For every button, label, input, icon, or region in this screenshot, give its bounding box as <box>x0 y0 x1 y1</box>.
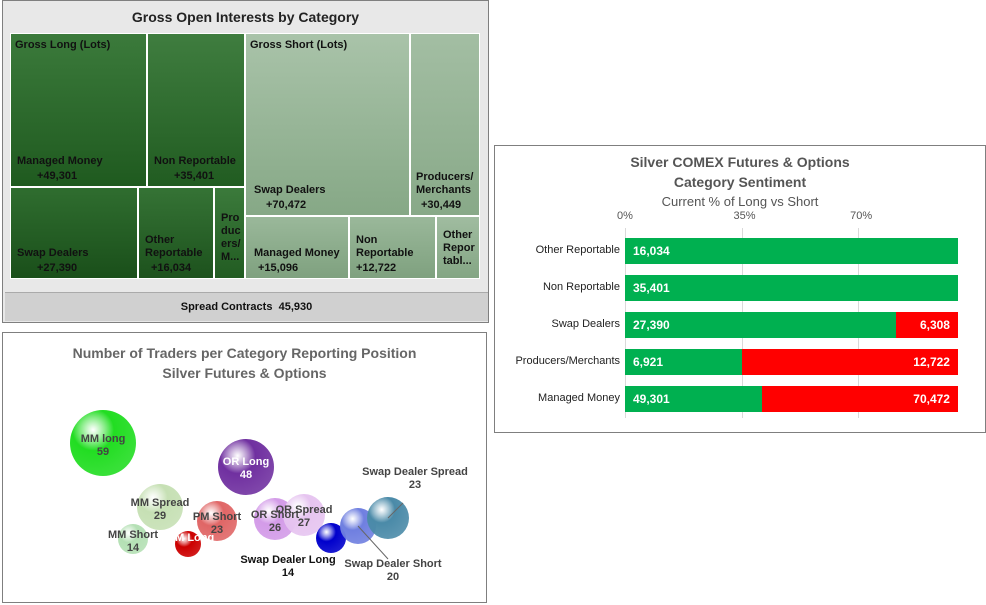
sentiment-chart-subtitle: Category Sentiment <box>673 174 807 190</box>
bubble-mm-spread <box>137 484 183 530</box>
tile-value: +35,401 <box>174 170 215 182</box>
tile-value: +16,034 <box>151 262 192 274</box>
bubble-label: MM Short <box>108 529 158 541</box>
bubble-mm-long <box>70 410 136 476</box>
spread-label: Spread Contracts <box>180 301 273 313</box>
tile-short-swap-dealers: Swap Dealers +70,472 <box>245 33 410 216</box>
x-tick-label: 35% <box>733 210 756 222</box>
bubble-label: Swap Dealer Short <box>344 558 442 570</box>
category-label: Swap Dealers <box>551 318 620 330</box>
bar-long: 16,034 <box>625 238 958 264</box>
long-group-label: Gross Long (Lots) <box>15 39 111 51</box>
tile-label: Swap Dealers <box>254 184 326 196</box>
sentiment-axis-label: Current % of Long vs Short <box>661 194 819 209</box>
bubble-mm-short <box>118 524 148 554</box>
bubble-value: 29 <box>154 510 166 522</box>
bar-short: 12,722 <box>742 349 958 375</box>
x-tick-label: 70% <box>850 210 873 222</box>
bubble-value: 14 <box>127 542 140 554</box>
tile-value: +15,096 <box>258 262 299 274</box>
bar-long: 27,390 <box>625 312 896 338</box>
bubble-label: PM Short <box>193 511 242 523</box>
spread-contracts-bar: Spread Contracts 45,930 <box>5 292 488 321</box>
x-tick-label: 0% <box>617 210 633 222</box>
tile-value: +49,301 <box>37 170 78 182</box>
tile-label: Pro duc ers/ M... <box>221 212 241 263</box>
spread-value: 45,930 <box>278 301 313 313</box>
tile-short-producers-merchants: Producers/ Merchants +30,449 <box>410 33 480 216</box>
bubble-value: 59 <box>97 446 109 458</box>
tile-long-other-reportable: Other Reportable +16,034 <box>138 187 214 279</box>
tile-long-managed-money: Managed Money +49,301 <box>10 33 147 187</box>
tile-value: +12,722 <box>356 262 397 274</box>
bubble-value: 20 <box>387 571 399 583</box>
tile-value: +70,472 <box>266 199 307 211</box>
tile-long-swap-dealers: Swap Dealers +27,390 <box>10 187 138 279</box>
tile-short-non-reportable: Non Reportable +12,722 <box>349 216 436 279</box>
bar-short: 70,472 <box>762 386 958 412</box>
bubble-value: 23 <box>211 524 223 536</box>
category-label: Other Reportable <box>535 244 620 256</box>
sentiment-chart-panel: Silver COMEX Futures & Options Category … <box>494 145 986 433</box>
tile-label: Other Reportable <box>145 234 203 259</box>
bubble-label: MM long <box>81 433 126 445</box>
bubble-value: 27 <box>298 517 310 529</box>
treemap-panel: Gross Open Interests by Category Managed… <box>2 0 489 323</box>
bar-long: 35,401 <box>625 275 958 301</box>
bubble-label: OR Spread <box>276 504 333 516</box>
tile-value: +27,390 <box>37 262 78 274</box>
tile-label: Non Reportable <box>356 234 414 259</box>
bubble-or-long <box>218 439 274 495</box>
bubble-label: PM Long <box>168 532 214 544</box>
treemap-title: Gross Open Interests by Category <box>131 9 360 25</box>
category-label: Managed Money <box>538 392 620 404</box>
bubble-label: Swap Dealer Long <box>240 554 335 566</box>
tile-short-managed-money: Managed Money +15,096 <box>245 216 349 279</box>
short-group-label: Gross Short (Lots) <box>250 39 348 51</box>
leader-line <box>387 502 404 519</box>
traders-bubble-panel: Number of Traders per Category Reporting… <box>2 332 487 603</box>
bubble-value: 26 <box>269 522 281 534</box>
tile-label: Managed Money <box>17 155 103 167</box>
bubble-value: 23 <box>409 479 421 491</box>
bar-long: 49,301 <box>625 386 763 412</box>
bubble-swap-dealer-long <box>316 523 346 553</box>
tile-label: Non Reportable <box>154 155 236 167</box>
tile-label: Producers/ Merchants <box>416 171 474 196</box>
tile-long-producers-merchants: Pro duc ers/ M... <box>214 187 245 279</box>
bubble-chart-subtitle: Silver Futures & Options <box>162 365 327 381</box>
bar-short: 6,308 <box>895 312 958 338</box>
category-label: Producers/Merchants <box>515 355 620 367</box>
bubble-or-spread <box>283 494 325 536</box>
bubble-value: 48 <box>240 469 252 481</box>
bubble-label: Swap Dealer Spread <box>362 466 468 478</box>
category-label: Non Reportable <box>542 281 620 293</box>
bubble-label: MM Spread <box>131 497 190 509</box>
tile-label: Swap Dealers <box>17 247 89 259</box>
tile-label: Other Repor tabl... <box>443 229 475 267</box>
tile-label: Managed Money <box>254 247 340 259</box>
tile-long-non-reportable: Non Reportable +35,401 <box>147 33 245 187</box>
bubble-label: OR Long <box>223 456 269 468</box>
bubble-chart-title: Number of Traders per Category Reporting… <box>72 345 417 361</box>
bar-long: 6,921 <box>625 349 743 375</box>
bubble-pm-short <box>197 501 237 541</box>
bubble-label: OR Short <box>251 509 300 521</box>
tile-value: +30,449 <box>421 199 462 211</box>
tile-short-other-reportable: Other Repor tabl... <box>436 216 480 279</box>
sentiment-chart-title: Silver COMEX Futures & Options <box>630 154 850 170</box>
bubble-value: 14 <box>282 567 295 579</box>
bubble-pm-long <box>175 531 201 557</box>
leader-line <box>357 525 389 560</box>
